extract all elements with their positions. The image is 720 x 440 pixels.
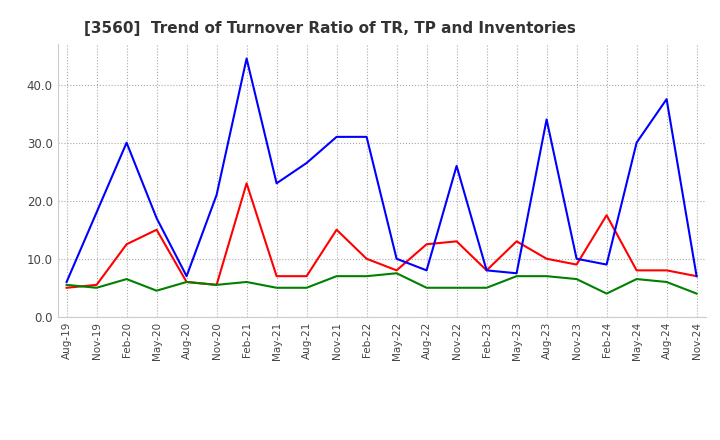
Trade Payables: [572, 256, 581, 261]
Trade Payables: [602, 262, 611, 267]
Inventories: [272, 285, 281, 290]
Inventories: [362, 274, 371, 279]
Inventories: [602, 291, 611, 296]
Inventories: [302, 285, 311, 290]
Trade Receivables: [392, 268, 401, 273]
Trade Payables: [122, 140, 131, 145]
Trade Payables: [632, 140, 641, 145]
Inventories: [392, 271, 401, 276]
Inventories: [693, 291, 701, 296]
Trade Receivables: [513, 239, 521, 244]
Trade Receivables: [242, 181, 251, 186]
Trade Payables: [362, 134, 371, 139]
Inventories: [212, 282, 221, 287]
Trade Receivables: [632, 268, 641, 273]
Trade Payables: [182, 274, 191, 279]
Line: Trade Payables: Trade Payables: [66, 59, 697, 282]
Inventories: [333, 274, 341, 279]
Trade Payables: [333, 134, 341, 139]
Trade Receivables: [452, 239, 461, 244]
Trade Receivables: [122, 242, 131, 247]
Trade Payables: [62, 279, 71, 285]
Inventories: [122, 276, 131, 282]
Inventories: [572, 276, 581, 282]
Trade Receivables: [272, 274, 281, 279]
Inventories: [662, 279, 671, 285]
Trade Payables: [482, 268, 491, 273]
Inventories: [482, 285, 491, 290]
Inventories: [513, 274, 521, 279]
Trade Receivables: [602, 213, 611, 218]
Trade Receivables: [422, 242, 431, 247]
Trade Receivables: [572, 262, 581, 267]
Line: Trade Receivables: Trade Receivables: [66, 183, 697, 288]
Trade Payables: [513, 271, 521, 276]
Trade Receivables: [182, 279, 191, 285]
Trade Payables: [452, 163, 461, 169]
Trade Payables: [662, 96, 671, 102]
Trade Receivables: [212, 282, 221, 287]
Trade Payables: [153, 216, 161, 221]
Inventories: [182, 279, 191, 285]
Trade Receivables: [333, 227, 341, 232]
Trade Receivables: [153, 227, 161, 232]
Text: [3560]  Trend of Turnover Ratio of TR, TP and Inventories: [3560] Trend of Turnover Ratio of TR, TP…: [84, 21, 575, 36]
Trade Receivables: [542, 256, 551, 261]
Trade Payables: [242, 56, 251, 61]
Trade Payables: [693, 274, 701, 279]
Inventories: [632, 276, 641, 282]
Trade Payables: [92, 210, 101, 215]
Inventories: [452, 285, 461, 290]
Inventories: [92, 285, 101, 290]
Inventories: [153, 288, 161, 293]
Trade Receivables: [62, 285, 71, 290]
Trade Payables: [272, 181, 281, 186]
Trade Payables: [392, 256, 401, 261]
Trade Payables: [542, 117, 551, 122]
Trade Receivables: [302, 274, 311, 279]
Trade Receivables: [693, 274, 701, 279]
Inventories: [422, 285, 431, 290]
Trade Receivables: [482, 268, 491, 273]
Inventories: [62, 282, 71, 287]
Trade Payables: [212, 192, 221, 198]
Trade Payables: [302, 160, 311, 165]
Inventories: [242, 279, 251, 285]
Trade Receivables: [362, 256, 371, 261]
Legend: Trade Receivables, Trade Payables, Inventories: Trade Receivables, Trade Payables, Inven…: [157, 438, 606, 440]
Inventories: [542, 274, 551, 279]
Trade Receivables: [662, 268, 671, 273]
Line: Inventories: Inventories: [66, 273, 697, 293]
Trade Payables: [422, 268, 431, 273]
Trade Receivables: [92, 282, 101, 287]
